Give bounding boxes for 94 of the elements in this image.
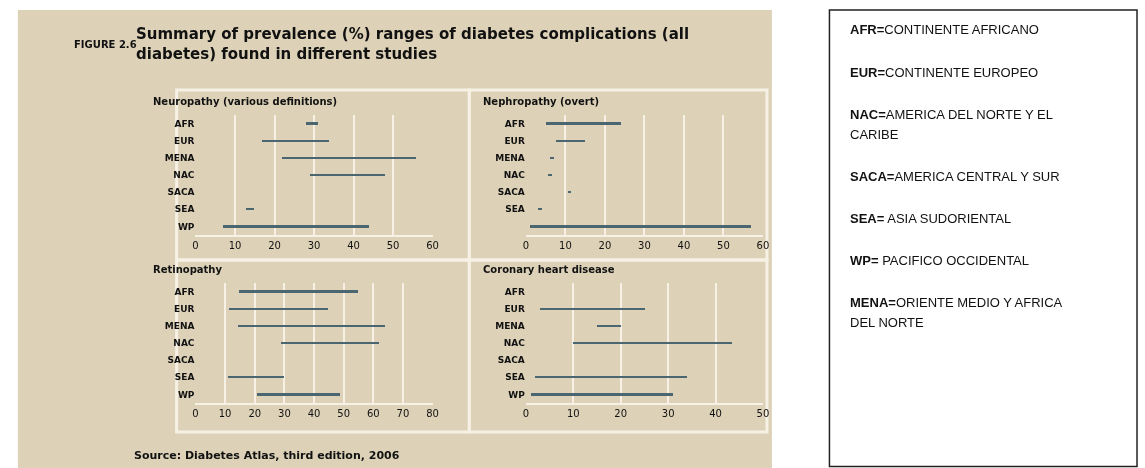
x-tick-label: 80 [426, 408, 439, 419]
y-tick-label: AFR [504, 286, 525, 297]
text: SACA=AMERICA CENTRAL Y SUR [850, 169, 1060, 184]
y-tick-label: EUR [174, 303, 195, 314]
x-tick-label: 60 [366, 408, 380, 419]
x-tick-label: 10 [566, 408, 580, 419]
bar [547, 174, 552, 176]
y-tick-label: MENA [164, 153, 195, 164]
x-tick-label: 40 [677, 240, 691, 251]
bar [257, 393, 341, 396]
bar [530, 393, 673, 396]
text: Summary of prevalence (%) ranges of diabetes complications (all diabetes) found in different studies [136, 25, 690, 63]
x-tick-label: 0 [192, 408, 199, 419]
y-tick-label: NAC [173, 170, 195, 181]
x-tick-label: 40 [347, 240, 360, 251]
text: MENA=ORIENTE MEDIO Y AFRICA DEL NORTE [850, 295, 1063, 330]
y-tick-label: WP [177, 389, 195, 400]
x-tick-label: 20 [614, 408, 628, 419]
chart-title: Neuropathy (various definitions) [153, 96, 338, 107]
y-tick-label: SEA [174, 204, 195, 215]
y-tick-label: WP [508, 389, 526, 400]
y-tick-label: SACA [497, 355, 525, 366]
x-tick-label: 50 [386, 240, 400, 251]
bar [310, 174, 386, 176]
bar [539, 308, 645, 310]
x-tick-label: 10 [218, 408, 232, 419]
x-tick-label: 60 [756, 240, 770, 251]
y-tick-label: MENA [164, 321, 195, 332]
text: SEA= ASIA SUDORIENTAL [850, 211, 1012, 226]
y-tick-label: EUR [504, 303, 525, 314]
bar [238, 325, 386, 327]
bar [262, 140, 330, 142]
y-tick-label: WP [177, 221, 195, 232]
bar [228, 376, 285, 378]
bar [223, 225, 370, 228]
y-tick-label: SACA [497, 187, 525, 198]
y-tick-label: SEA [505, 372, 525, 383]
x-tick-label: 30 [638, 240, 651, 251]
x-tick-label: 30 [661, 408, 675, 419]
x-tick-label: 20 [598, 240, 612, 251]
x-tick-label: 50 [756, 408, 770, 419]
bar [537, 208, 542, 210]
y-tick-label: SACA [167, 187, 195, 198]
bar [529, 225, 751, 228]
y-tick-label: EUR [174, 135, 195, 146]
y-tick-label: AFR [174, 118, 195, 129]
x-tick-label: 10 [559, 240, 572, 251]
bar [306, 122, 319, 125]
source-note: Source: Diabetes Atlas, third edition, 2006 [134, 449, 400, 462]
bar [545, 122, 621, 125]
y-tick-label: MENA [495, 153, 525, 164]
text: NAC=AMERICA DEL NORTE Y EL CARIBE [850, 107, 1053, 142]
text: WP= PACIFICO OCCIDENTAL [850, 253, 1030, 268]
y-tick-label: SEA [174, 372, 195, 383]
x-tick-label: 40 [709, 408, 722, 419]
y-tick-label: NAC [503, 170, 526, 181]
y-tick-label: NAC [503, 338, 526, 349]
y-tick-label: AFR [174, 286, 195, 297]
x-tick-label: 0 [522, 408, 530, 419]
text: EUR=CONTINENTE EUROPEO [850, 65, 1039, 80]
chart-title: Nephropathy (overt) [483, 96, 600, 107]
x-tick-label: 50 [337, 408, 351, 419]
x-tick-label: 20 [268, 240, 281, 251]
bar [282, 157, 417, 159]
x-tick-label: 70 [396, 408, 410, 419]
x-tick-label: 30 [278, 408, 291, 419]
bar [555, 140, 585, 142]
x-tick-label: 60 [426, 240, 439, 251]
chart-title: Coronary heart disease [483, 264, 615, 275]
x-tick-label: 50 [717, 240, 730, 251]
bar [239, 290, 359, 293]
chart-title: Retinopathy [153, 264, 223, 275]
bar [572, 342, 732, 344]
x-tick-label: 20 [248, 408, 262, 419]
bar [229, 308, 329, 310]
bar [549, 157, 554, 159]
y-tick-label: MENA [495, 321, 525, 332]
x-tick-label: 10 [228, 240, 242, 251]
bar [567, 191, 571, 193]
y-tick-label: EUR [504, 135, 525, 146]
x-tick-label: 0 [192, 240, 199, 251]
text: AFR=CONTINENTE AFRICANO [850, 22, 1039, 37]
y-tick-label: SACA [167, 355, 195, 366]
x-tick-label: 30 [307, 240, 321, 251]
bar [534, 376, 687, 378]
bar [246, 208, 255, 210]
bar [596, 325, 621, 327]
y-tick-label: SEA [505, 204, 525, 215]
y-tick-label: NAC [173, 338, 195, 349]
y-tick-label: AFR [504, 118, 525, 129]
caption: FIGURE 2.6 [74, 39, 137, 50]
bar [281, 342, 380, 344]
x-tick-label: 40 [307, 408, 321, 419]
x-tick-label: 0 [522, 240, 530, 251]
